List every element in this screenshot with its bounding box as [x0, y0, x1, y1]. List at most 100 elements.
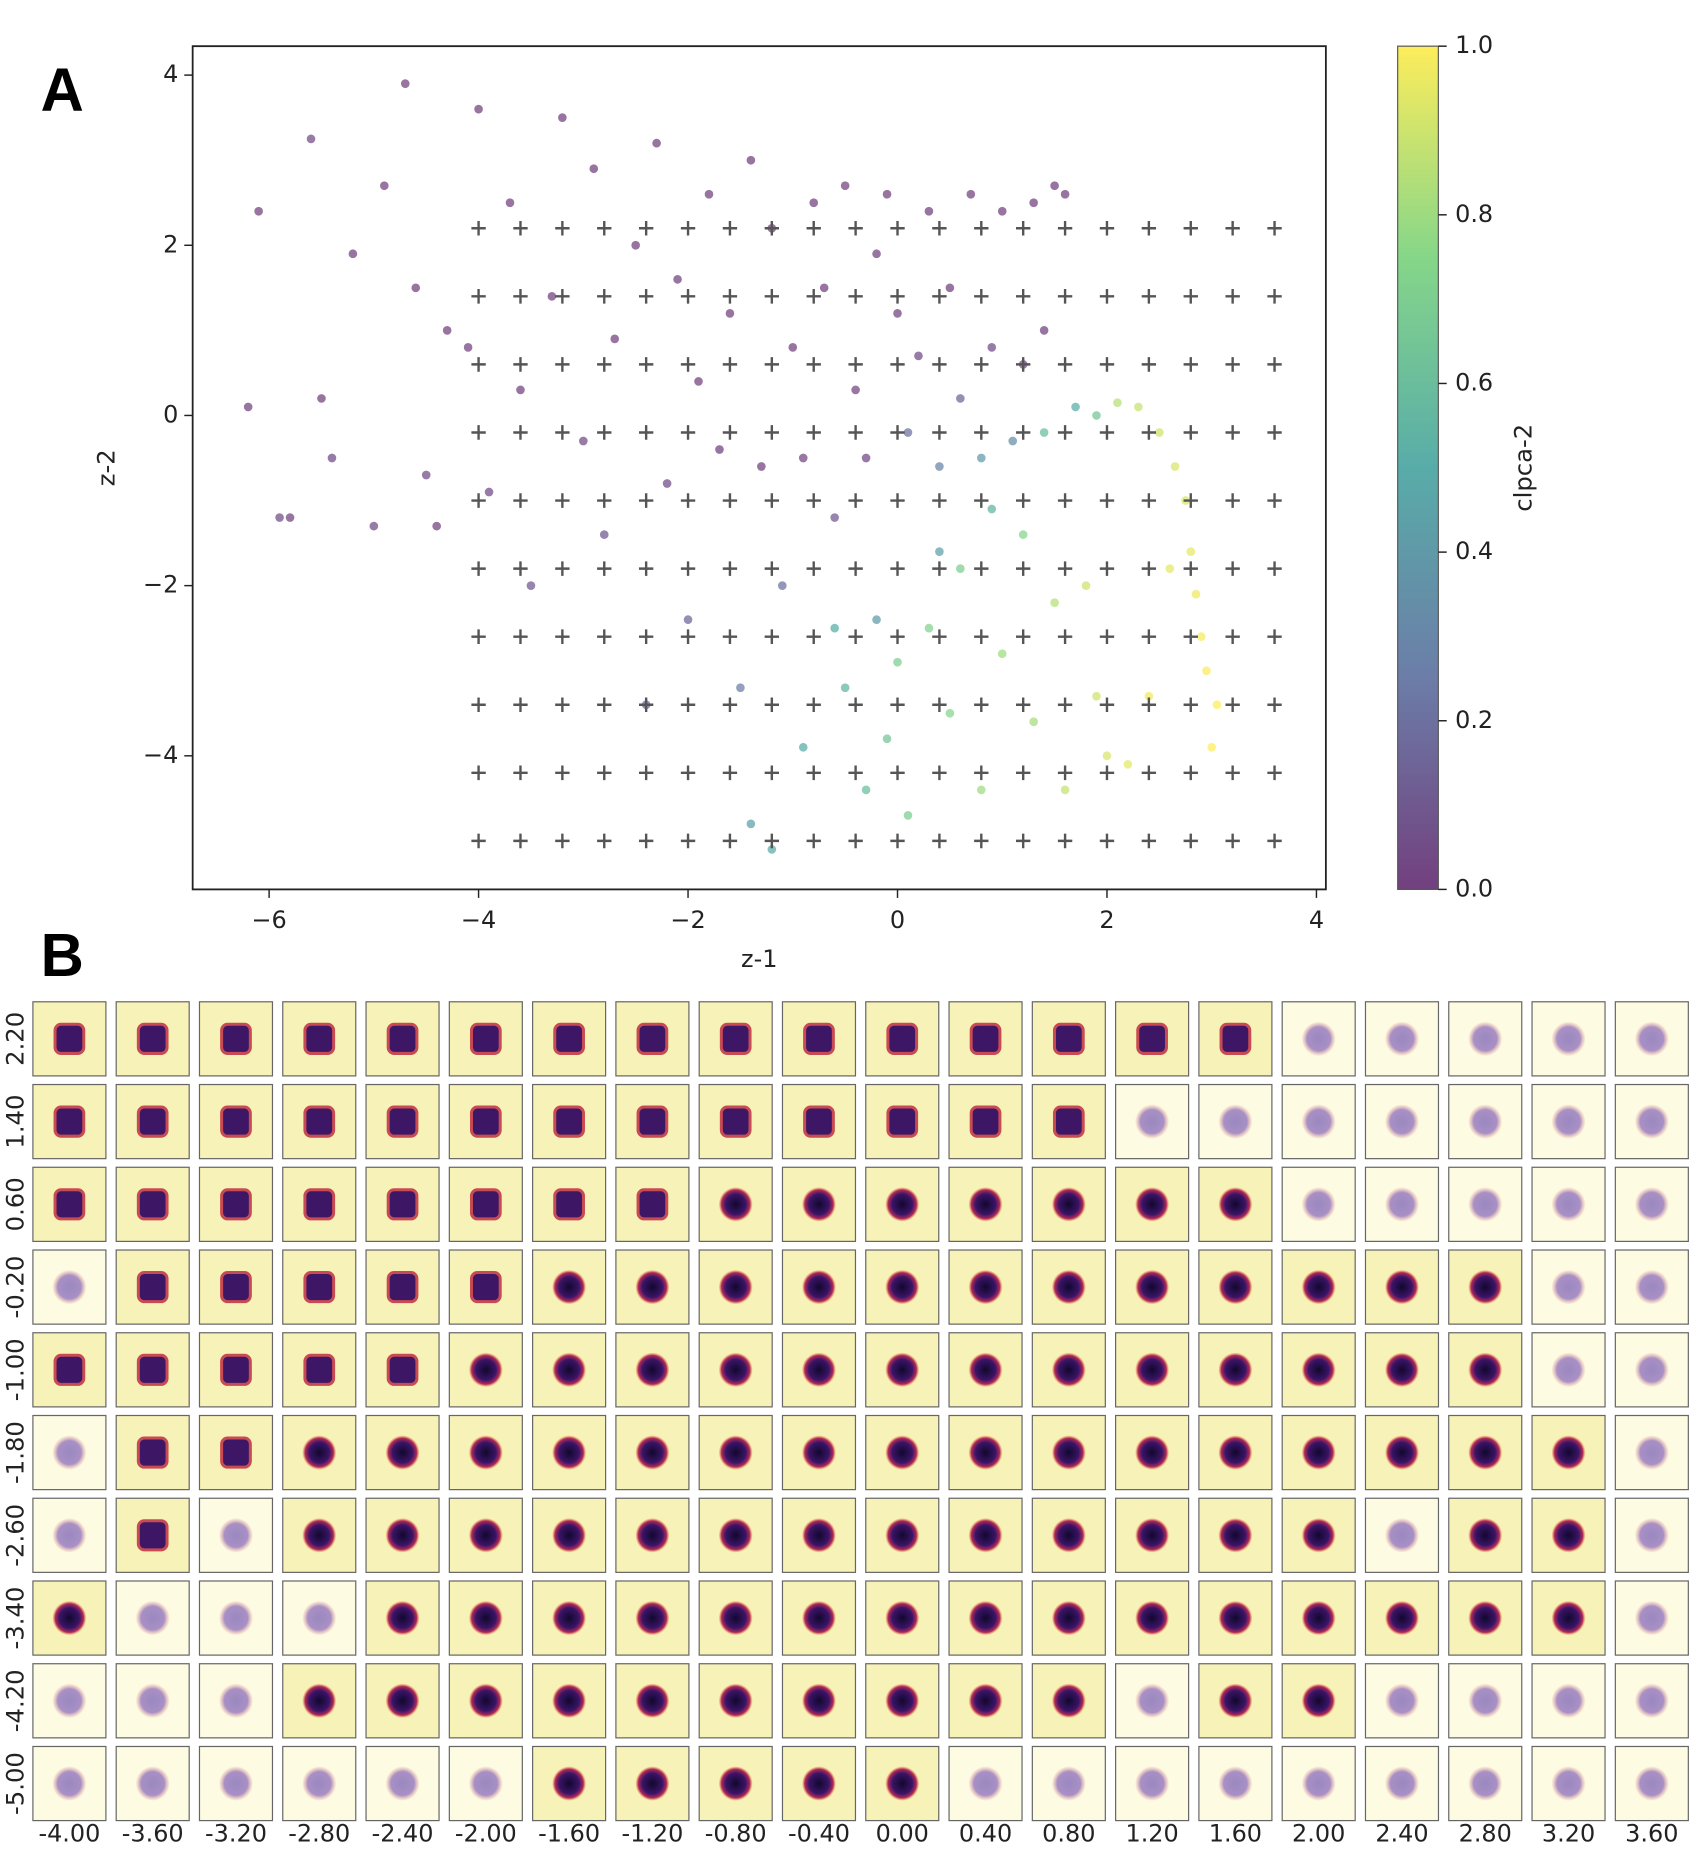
blob — [553, 1105, 585, 1138]
grid-cross — [638, 629, 654, 644]
point — [1039, 325, 1049, 335]
blob — [1052, 1352, 1086, 1387]
grid-cross — [974, 765, 989, 781]
grid-cross — [1141, 289, 1157, 304]
blob — [386, 1022, 419, 1055]
grid-cross — [1267, 697, 1282, 713]
point — [1170, 462, 1180, 471]
point — [317, 394, 326, 403]
panel-label: A — [41, 55, 84, 124]
grid-cross — [974, 629, 989, 644]
point — [830, 623, 839, 633]
grid-cross — [848, 220, 863, 236]
grid-cross — [680, 629, 696, 644]
blob — [1468, 1435, 1503, 1470]
grid-cross — [471, 493, 486, 508]
blob — [1052, 1022, 1085, 1055]
grid-cross — [1099, 833, 1115, 849]
grid-cross — [890, 357, 905, 372]
x-tick-label: 2 — [1099, 906, 1114, 934]
grid-cross — [932, 697, 947, 713]
grid-cross — [932, 765, 947, 781]
blob — [1052, 1105, 1085, 1138]
point — [516, 385, 525, 395]
blob — [1135, 1601, 1169, 1636]
grid-cross — [638, 833, 654, 849]
thumbnail — [948, 1663, 1023, 1739]
grid-cross — [932, 833, 947, 849]
blob — [1385, 1187, 1419, 1222]
point — [662, 479, 672, 488]
blob — [1635, 1270, 1669, 1305]
blob — [1551, 1518, 1586, 1553]
grid-cross — [597, 561, 612, 576]
blob — [1635, 1435, 1669, 1470]
point — [1186, 547, 1196, 556]
blob — [220, 1188, 252, 1221]
grid-cross — [1141, 357, 1157, 372]
grid-cross — [890, 561, 905, 576]
grid-cross — [974, 220, 989, 236]
blob — [136, 1436, 169, 1469]
grid-cross — [932, 289, 947, 304]
grid-cross — [1267, 765, 1282, 781]
thumbnail — [1531, 1663, 1606, 1739]
blob — [552, 1435, 586, 1470]
grid-cross — [1099, 697, 1115, 713]
grid-cross — [597, 220, 612, 236]
blob — [1052, 1518, 1086, 1553]
colorbar-tick-label: 0.2 — [1455, 706, 1493, 734]
blob — [1218, 1518, 1253, 1553]
blob — [136, 1519, 169, 1552]
grid-cross — [932, 561, 947, 576]
blob — [220, 1270, 252, 1304]
point — [914, 351, 923, 361]
point — [484, 487, 494, 497]
blob — [1218, 1601, 1253, 1636]
blob — [1385, 1766, 1419, 1801]
point — [976, 453, 986, 463]
grid-cross — [1057, 697, 1073, 713]
point — [746, 819, 756, 829]
point — [882, 189, 892, 199]
point — [798, 453, 808, 463]
point — [893, 657, 902, 667]
blob — [1052, 1270, 1086, 1305]
grid-cross — [597, 425, 612, 440]
grid-cross — [848, 561, 863, 576]
blob — [635, 1352, 670, 1387]
grid-cross — [806, 697, 821, 713]
blob — [1218, 1352, 1253, 1387]
colorbar — [1397, 45, 1439, 891]
blob — [135, 1683, 170, 1718]
grid-cross — [1225, 493, 1240, 508]
blob — [303, 1353, 336, 1386]
blob — [886, 1022, 919, 1055]
blob — [1551, 1601, 1586, 1636]
blob — [1385, 1021, 1419, 1056]
grid-cross — [848, 697, 863, 713]
column-label: 1.20 — [1125, 1820, 1178, 1848]
grid-cross — [1225, 833, 1240, 849]
point — [243, 402, 253, 412]
grid-cross — [1225, 289, 1240, 304]
grid-cross — [680, 493, 696, 508]
point — [1071, 402, 1080, 412]
blob — [1468, 1104, 1503, 1139]
point — [1050, 598, 1059, 608]
blob — [635, 1683, 670, 1718]
grid-cross — [722, 629, 738, 644]
grid-cross — [1016, 493, 1031, 508]
blob — [885, 1270, 920, 1305]
blob — [636, 1188, 669, 1221]
grid-cross — [1016, 833, 1031, 849]
grid-cross — [513, 833, 528, 849]
blob — [718, 1270, 753, 1305]
grid-cross — [597, 765, 612, 781]
blob — [718, 1766, 753, 1801]
grid-cross — [1099, 357, 1115, 372]
blob — [220, 1353, 252, 1386]
thumbnail — [198, 1166, 274, 1242]
point — [1165, 564, 1175, 573]
blob — [1135, 1352, 1169, 1387]
